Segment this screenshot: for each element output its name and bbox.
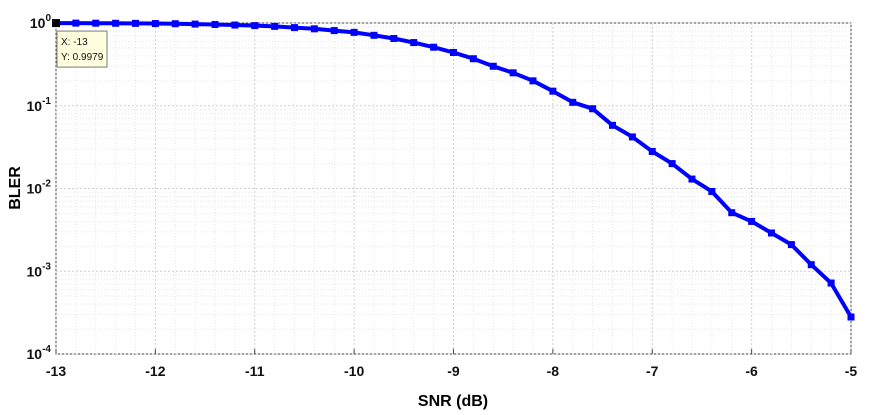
data-point [330,27,338,35]
series-layer [52,19,855,321]
x-tick-label: -13 [46,363,66,379]
data-point [549,87,557,95]
data-point [291,24,298,32]
data-point [589,105,597,113]
data-point [310,25,318,33]
data-point [847,313,855,321]
data-tip-box [56,30,108,68]
data-point [410,39,418,47]
data-point [708,187,716,195]
x-tick-label: -7 [646,363,659,379]
x-tick-label: -11 [245,363,265,379]
data-point [271,22,279,30]
y-axis-label: BLER [7,166,24,210]
y-tick-label: 10-1 [27,96,52,114]
data-point [609,121,616,129]
data-tip-marker[interactable] [52,19,60,28]
data-point [72,19,80,27]
data-point [728,209,736,217]
data-point [569,98,577,106]
data-point [768,229,775,237]
x-tick-label: -5 [845,363,858,379]
x-tick-label: -8 [547,363,560,379]
data-point [450,49,457,57]
grid [55,22,852,355]
x-tick-label: -6 [745,363,758,379]
data-point [668,160,676,168]
data-point [628,133,636,141]
data-tip[interactable]: X: -13 Y: 0.9979 [52,19,108,68]
data-point [370,31,378,39]
data-point [827,279,835,287]
data-point [748,217,756,225]
data-point [211,20,219,28]
data-tip-y-text: Y: 0.9979 [61,52,104,63]
data-point [231,21,239,29]
data-point [390,34,398,42]
data-point [132,19,139,27]
x-tick-label: -10 [344,363,364,379]
x-tick-label: -9 [447,363,460,379]
data-point [171,20,179,28]
y-tick-label: 10-2 [27,179,52,197]
y-axis-ticks: 100 10-1 10-2 10-3 10-4 [27,13,52,362]
data-point [807,261,815,269]
data-point [688,175,696,183]
y-tick-label: 10-4 [27,344,52,362]
data-point [112,19,120,27]
y-tick-label: 10-3 [27,261,52,279]
data-point [489,62,497,70]
data-point [648,147,656,155]
data-point [191,20,199,28]
x-axis-label: SNR (dB) [418,393,488,410]
x-axis-ticks: -13 -12 -11 -10 -9 -8 -7 -6 -5 [46,349,858,379]
data-point [251,22,259,30]
data-point [529,77,537,85]
data-point [350,28,358,36]
y-tick-label: 100 [30,13,52,31]
data-point [469,55,477,63]
data-point [430,43,438,51]
data-point [787,241,795,249]
data-point [509,69,517,77]
x-tick-label: -12 [145,363,165,379]
data-point [92,19,100,27]
data-tip-x-text: X: -13 [61,37,88,48]
data-point [151,20,159,28]
